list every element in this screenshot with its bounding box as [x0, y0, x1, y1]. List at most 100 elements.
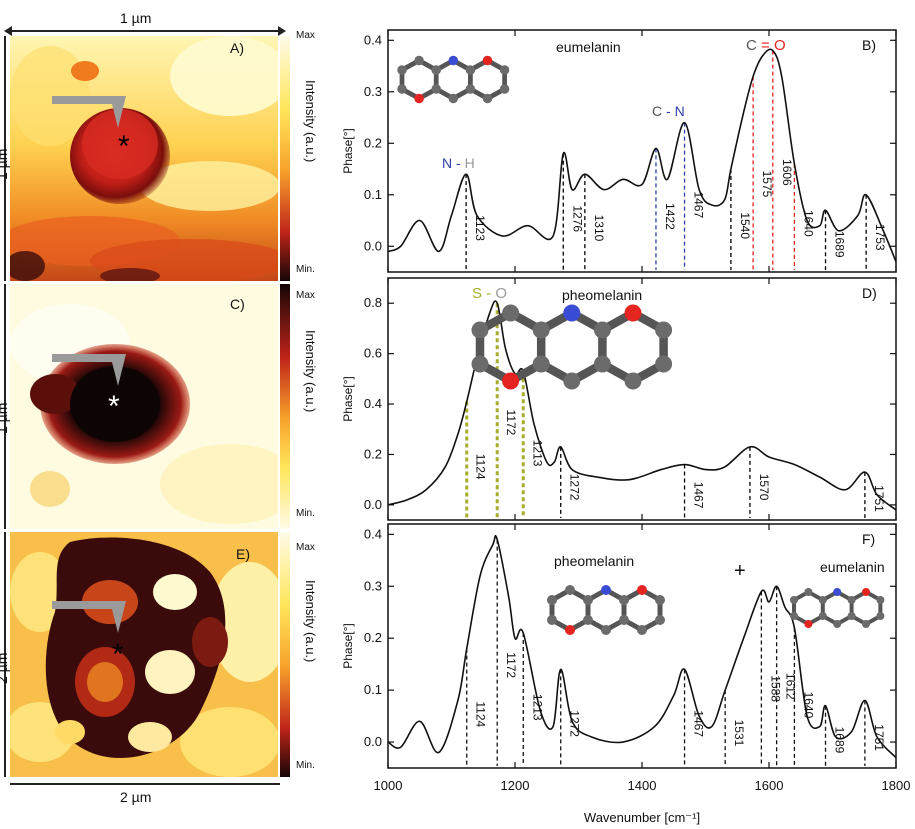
bond-co-sep: =	[757, 37, 774, 54]
molecule-atom	[790, 612, 798, 620]
molecule-atom	[637, 585, 647, 595]
panel-3-ytick-label: 0.4	[364, 526, 382, 541]
panel-1-annotation-label: 1540	[738, 212, 752, 239]
panel-2-annotation-label: 1467	[692, 482, 706, 509]
molecule-atom	[471, 321, 489, 339]
bond-nh-a: N	[442, 155, 452, 171]
panel-3-annotation-label: 1172	[504, 652, 518, 678]
panel-3-xtick-label: 1000	[374, 778, 403, 793]
molecule-atom	[448, 93, 459, 104]
panel-1-title: eumelanin	[556, 39, 621, 55]
map-panel-c	[10, 284, 278, 529]
molecule-atom	[397, 65, 407, 75]
panel-1-annotation-label: 1689	[833, 231, 847, 258]
panel-3-title: pheomelanin	[554, 553, 634, 569]
molecule-atom	[465, 65, 476, 75]
molecule-atom	[465, 84, 476, 94]
tip-icon-e	[52, 597, 142, 642]
colorbar-c	[280, 284, 290, 529]
bond-co-a: C	[746, 37, 757, 54]
panel-1-panel-letter: B)	[862, 37, 876, 53]
panel-3-annotation-label: 1640	[801, 692, 815, 719]
bond-so-sep: -	[482, 285, 495, 302]
colorbar-e-min: Min.	[296, 760, 315, 771]
marker-e: *	[112, 638, 124, 671]
panel-1-ytick-label: 0.1	[364, 187, 382, 202]
molecule-atom	[502, 372, 520, 390]
panel-label-c: C)	[230, 296, 245, 312]
panel-2-annotation-label: 1172	[504, 410, 518, 436]
bond-co-b: O	[774, 37, 786, 54]
marker-c: *	[108, 390, 120, 423]
panel-3-panel-letter: F)	[862, 531, 875, 547]
molecule-atom	[482, 93, 493, 104]
panel-2-ytick-label: 0.4	[364, 396, 382, 411]
panel-1-bond-co: C = O	[746, 37, 786, 54]
colorbar-e-max: Max	[296, 542, 315, 553]
panel-3-annotation-label: 1531	[732, 720, 746, 747]
molecule-atom	[790, 596, 798, 604]
molecule-atom	[601, 585, 611, 595]
bond-nh-sep: -	[452, 155, 464, 171]
bottom-scale-bar	[10, 783, 280, 785]
panel-1-annotation-label: 1422	[663, 203, 677, 230]
molecule-atom	[563, 372, 581, 390]
panel-2-ylabel: Phase[°]	[341, 376, 355, 422]
bottom-scale-label: 2 µm	[120, 789, 152, 805]
panel-2-ytick-label: 0.0	[364, 497, 382, 512]
panel-2-annotation-label: 1570	[757, 474, 771, 501]
molecule-atom	[471, 355, 489, 373]
map-panel-a	[10, 36, 278, 281]
panel-1-bond-cn: C - N	[652, 103, 685, 119]
panel-3-ylabel: Phase[°]	[341, 623, 355, 669]
molecule-atom	[431, 84, 441, 94]
pheomelanin-molecule-f	[547, 585, 665, 635]
top-scale-bar	[10, 30, 280, 32]
panel-3-xtick-label: 1200	[501, 778, 530, 793]
colorbar-a	[280, 36, 290, 281]
bond-cn-a: C	[652, 103, 662, 119]
panel-3-ytick-label: 0.0	[364, 734, 382, 749]
molecule-atom	[414, 93, 424, 104]
molecule-atom	[532, 355, 550, 373]
panel-2-title: pheomelanin	[562, 287, 642, 303]
panel-2-bond-so: S - O	[472, 285, 507, 302]
top-scale-arrow-right	[278, 26, 286, 36]
molecule-atom	[619, 615, 629, 625]
colorbar-e	[280, 532, 290, 777]
molecule-atom	[499, 84, 510, 94]
panel-1-annotation-label: 1310	[592, 215, 606, 242]
bond-so-b: O	[495, 285, 507, 302]
molecule-atom	[876, 612, 885, 620]
molecule-atom	[583, 615, 593, 625]
eumelanin-molecule-f	[790, 588, 885, 628]
molecule-atom	[804, 588, 813, 596]
left-scale-c	[4, 284, 6, 529]
molecule-atom	[547, 595, 557, 605]
panel-2-spectrum-line	[387, 300, 897, 511]
panel-1-ytick-label: 0.2	[364, 135, 382, 150]
panel-2-annotation-label: 1124	[474, 454, 488, 480]
panel-2-panel-letter: D)	[862, 285, 877, 301]
eumelanin-molecule-b	[397, 55, 510, 104]
panel-1-spectrum-line	[387, 48, 897, 263]
marker-a: *	[118, 130, 130, 163]
molecule-atom	[431, 65, 441, 75]
panel-3-xlabel: Wavenumber [cm⁻¹]	[584, 810, 700, 825]
molecule-atom	[847, 612, 856, 620]
molecule-atom	[804, 620, 813, 628]
molecule-atom	[833, 588, 842, 596]
panel-2-ytick-label: 0.6	[364, 346, 382, 361]
molecule-atom	[818, 612, 827, 620]
molecule-atom	[876, 596, 885, 604]
colorbar-c-max: Max	[296, 290, 315, 301]
molecule-atom	[565, 585, 575, 595]
map-panel-e	[10, 532, 278, 777]
molecule-atom	[862, 588, 870, 596]
molecule-atom	[414, 55, 424, 66]
colorbar-a-min: Min.	[296, 264, 315, 275]
molecule-atom	[499, 65, 510, 75]
panel-3-annotation-label: 1588	[768, 675, 782, 702]
panel-3-xtick-label: 1600	[755, 778, 784, 793]
colorbar-a-max: Max	[296, 30, 315, 41]
